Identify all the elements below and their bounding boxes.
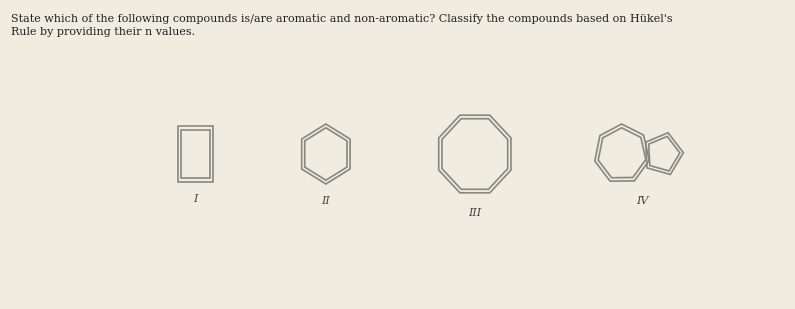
Text: III: III [468, 208, 482, 218]
Text: IV: IV [636, 196, 649, 206]
Text: II: II [321, 196, 330, 206]
Text: State which of the following compounds is/are aromatic and non-aromatic? Classif: State which of the following compounds i… [11, 14, 673, 37]
Text: I: I [193, 194, 198, 204]
